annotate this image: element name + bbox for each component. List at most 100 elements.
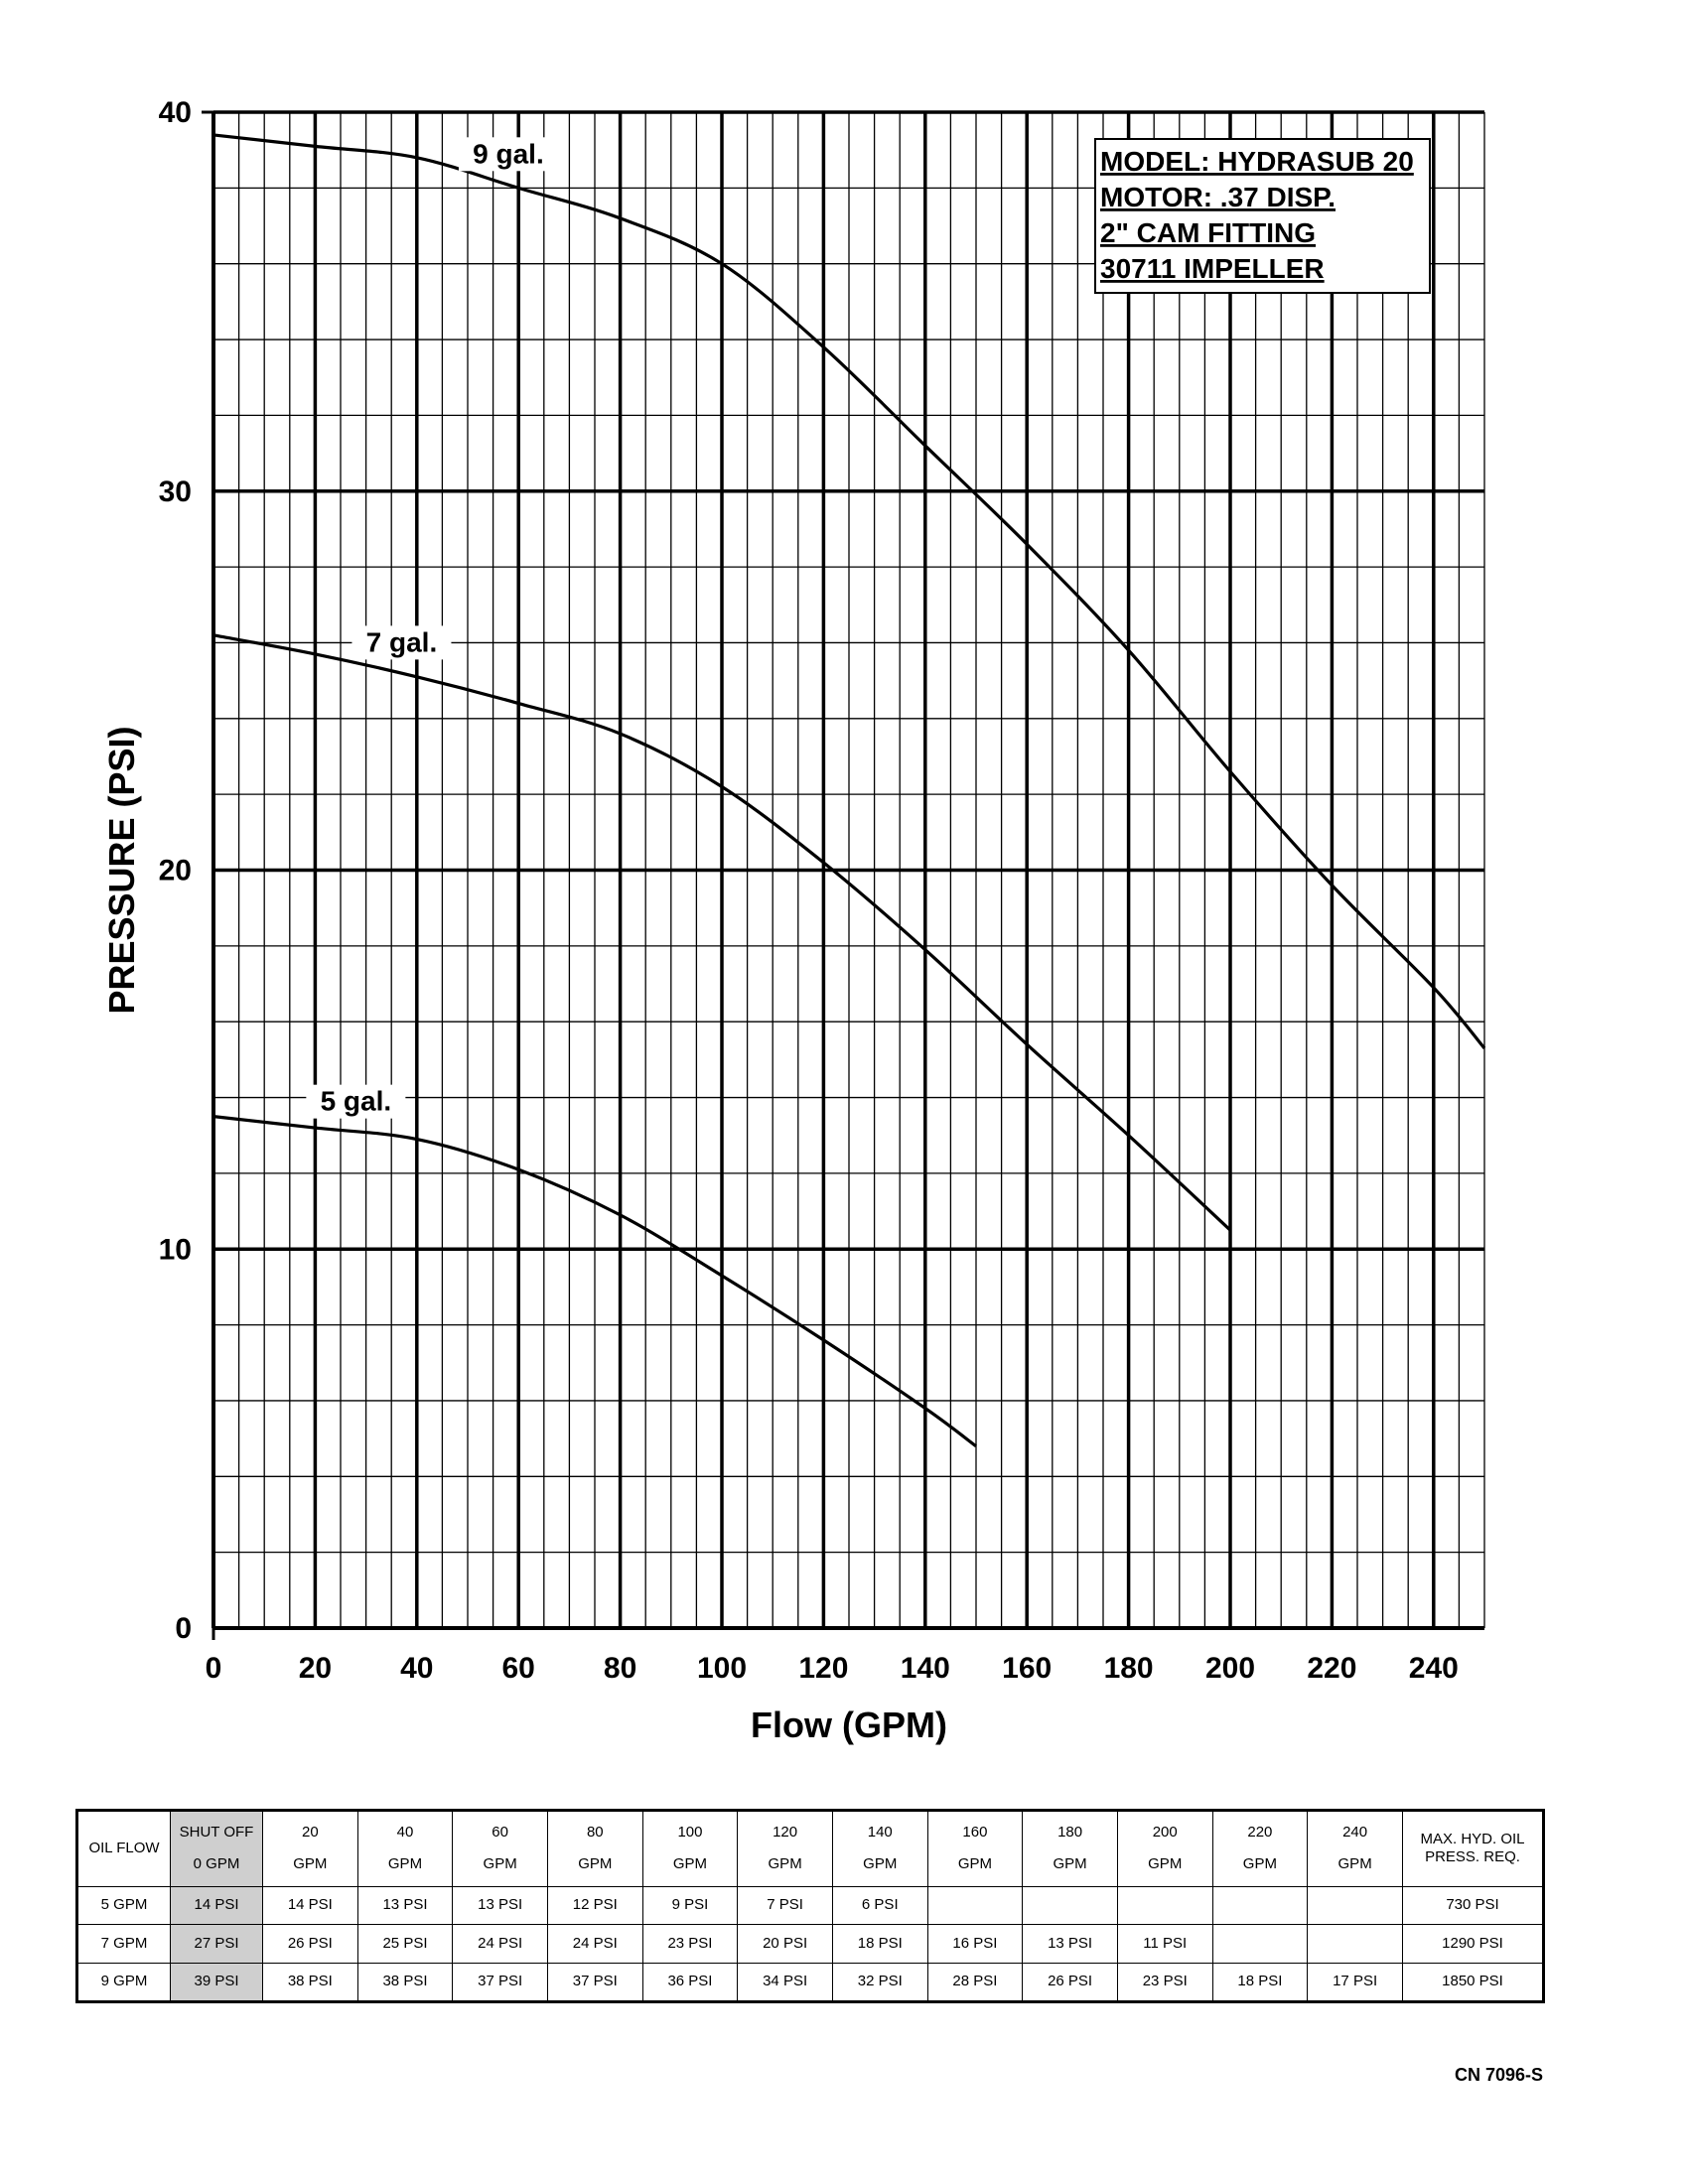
info-line: MOTOR: .37 DISP. [1100,182,1336,212]
x-tick-label: 160 [1002,1652,1052,1685]
info-box-frame [1094,138,1431,294]
pressure-cell: 24 PSI [546,1924,643,1964]
pressure-cell: 20 PSI [737,1924,833,1964]
table-row: 7 GPM 27 PSI 26 PSI 25 PSI 24 PSI 24 PSI 23 PS… [76,1924,1544,1964]
flow-column-header: 160 GPM [926,1810,1024,1887]
series-line-5-gal [212,1115,977,1448]
pressure-cell: 13 PSI [1022,1924,1118,1964]
x-tick-label: 220 [1307,1652,1356,1685]
pressure-cell: 38 PSI [356,1962,454,2003]
table-header-row: OIL FLOW SHUT OFF 0 GPM 20 GPM 40 GPM 60 GPM 80 GP… [76,1810,1544,1887]
y-tick-label: 0 [175,1612,192,1645]
pressure-cell: 23 PSI [641,1924,739,1964]
x-tick-label: 40 [400,1652,433,1685]
pressure-cell: 37 PSI [546,1962,643,2003]
oil-flow-header: OIL FLOW [76,1810,171,1887]
pressure-cell: 18 PSI [1211,1962,1309,2003]
pressure-cell [1211,1924,1309,1964]
table-row: 9 GPM 39 PSI 38 PSI 38 PSI 37 PSI 37 PSI 36 PS… [76,1962,1544,2003]
flow-column-header: 100 GPM [641,1810,739,1887]
x-axis-title: Flow (GPM) [751,1705,947,1745]
info-line: 2" CAM FITTING [1100,217,1316,248]
chart-grid [211,110,1485,1630]
x-tick-label: 60 [502,1652,535,1685]
pressure-cell: 12 PSI [546,1885,643,1926]
oil-flow-cell: 7 GPM [76,1924,171,1964]
chart-labels: 9 gal. 7 gal. 5 gal. [306,137,558,1119]
pressure-cell [1211,1885,1309,1926]
pressure-table: OIL FLOW SHUT OFF 0 GPM 20 GPM 40 GPM 60 GPM 80 GP… [75,1809,1545,2003]
shutoff-cell: 39 PSI [170,1962,263,2003]
document-code: CN 7096-S [1454,2065,1543,2085]
y-tick-label: 30 [159,476,192,508]
info-line: 30711 IMPELLER [1100,253,1325,284]
series-label: 7 gal. [366,626,438,657]
series-label-bg [352,625,452,660]
oil-flow-cell: 9 GPM [76,1962,171,2003]
pressure-cell: 36 PSI [641,1962,739,2003]
pressure-cell: 13 PSI [356,1885,454,1926]
series-label: 5 gal. [321,1086,392,1117]
flow-column-header: 80 GPM [546,1810,643,1887]
x-tick-label: 180 [1104,1652,1154,1685]
x-tick-label: 0 [206,1652,222,1685]
chart-axes: 0 20 40 60 80 100 120 140 160 180 200 220 240 0 10 20 30… [101,96,1484,1745]
pressure-cell [1116,1885,1213,1926]
pressure-cell: 23 PSI [1116,1962,1213,2003]
series-line-9-gal [212,133,1486,1049]
pressure-cell [1307,1924,1403,1964]
table-row: 5 GPM 14 PSI 14 PSI 13 PSI 13 PSI 12 PSI 9 PSI… [76,1885,1544,1926]
max-pressure-header: MAX. HYD. OIL PRESS. REQ. [1402,1810,1544,1887]
shutoff-cell: 14 PSI [170,1885,263,1926]
flow-column-header: 20 GPM [262,1810,358,1887]
y-tick-label: 20 [159,855,192,887]
pressure-cell: 25 PSI [356,1924,454,1964]
model-info-box: MODEL: HYDRASUB 20 MOTOR: .37 DISP. 2" CAM… [1094,138,1431,294]
flow-column-header: 200 GPM [1116,1810,1213,1887]
pressure-cell [926,1885,1024,1926]
series-line-7-gal [212,633,1232,1232]
pressure-cell: 32 PSI [831,1962,928,2003]
pressure-cell: 7 PSI [737,1885,833,1926]
pressure-cell [1022,1885,1118,1926]
x-tick-label: 80 [604,1652,636,1685]
pressure-cell: 28 PSI [926,1962,1024,2003]
info-line: MODEL: HYDRASUB 20 [1100,146,1414,177]
max-pressure-cell: 1290 PSI [1402,1924,1544,1964]
pressure-cell: 34 PSI [737,1962,833,2003]
y-tick-label: 10 [159,1233,192,1266]
series-label-bg [306,1084,406,1119]
pressure-cell: 16 PSI [926,1924,1024,1964]
y-axis-title: PRESSURE (PSI) [101,726,142,1014]
shutoff-cell: 27 PSI [170,1924,263,1964]
pressure-cell: 38 PSI [262,1962,358,2003]
y-tick-label: 40 [159,96,192,129]
pressure-cell: 6 PSI [831,1885,928,1926]
series-label-bg [458,137,558,172]
flow-column-header: 180 GPM [1022,1810,1118,1887]
pressure-cell [1307,1885,1403,1926]
max-pressure-cell: 1850 PSI [1402,1962,1544,2003]
flow-column-header: 240 GPM [1307,1810,1403,1887]
pressure-cell: 26 PSI [262,1924,358,1964]
pressure-cell: 37 PSI [452,1962,548,2003]
flow-column-header: 220 GPM [1211,1810,1309,1887]
x-tick-label: 120 [798,1652,848,1685]
pressure-cell: 18 PSI [831,1924,928,1964]
pressure-cell: 24 PSI [452,1924,548,1964]
chart-curves [212,133,1486,1448]
pressure-cell: 11 PSI [1116,1924,1213,1964]
pump-curve-chart: 0 20 40 60 80 100 120 140 160 180 200 220 240 0 10 20 30… [101,96,1486,1745]
pressure-cell: 13 PSI [452,1885,548,1926]
x-tick-label: 200 [1205,1652,1255,1685]
flow-column-header: 140 GPM [831,1810,928,1887]
pressure-cell: 26 PSI [1022,1962,1118,2003]
x-tick-label: 140 [901,1652,950,1685]
x-tick-label: 100 [697,1652,747,1685]
pressure-cell: 17 PSI [1307,1962,1403,2003]
pressure-cell: 9 PSI [641,1885,739,1926]
shutoff-header: SHUT OFF 0 GPM [170,1810,263,1887]
flow-column-header: 60 GPM [452,1810,548,1887]
max-pressure-cell: 730 PSI [1402,1885,1544,1926]
x-tick-label: 20 [299,1652,332,1685]
